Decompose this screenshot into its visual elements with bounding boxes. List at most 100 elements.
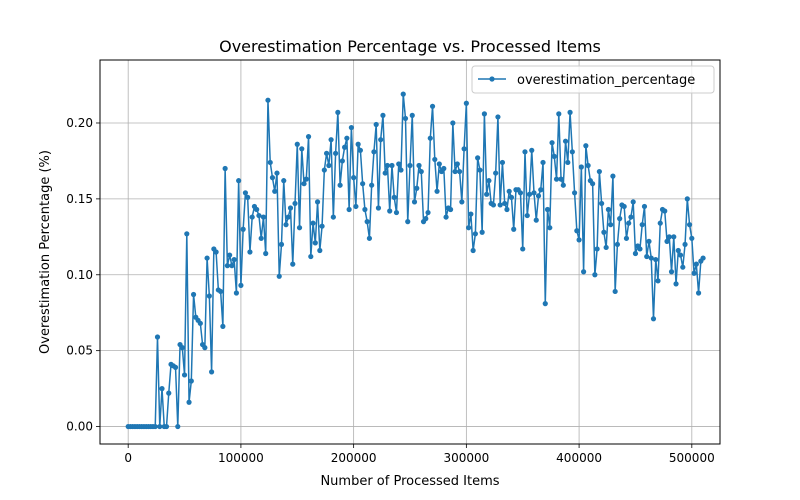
data-point: [472, 231, 478, 237]
data-point: [362, 206, 368, 213]
data-point: [274, 170, 280, 176]
data-point: [411, 199, 418, 205]
x-tick-label: 100000: [218, 451, 264, 465]
data-point: [402, 115, 409, 122]
y-tick-label: 0.15: [66, 192, 93, 206]
data-point: [461, 146, 467, 152]
data-point: [637, 246, 643, 252]
data-point: [366, 235, 373, 241]
data-point: [567, 109, 573, 115]
data-point: [299, 146, 305, 152]
data-point: [387, 208, 393, 214]
data-point: [531, 190, 537, 196]
data-point: [236, 178, 242, 184]
data-point: [594, 246, 600, 252]
data-point: [535, 193, 542, 199]
data-point: [319, 223, 325, 229]
data-point: [664, 238, 670, 244]
data-point: [578, 164, 584, 170]
data-point: [285, 214, 291, 220]
data-point: [369, 182, 375, 188]
data-point: [213, 249, 219, 255]
data-point: [657, 220, 663, 226]
chart-title: Overestimation Percentage vs. Processed …: [219, 37, 601, 56]
data-point: [375, 205, 382, 211]
data-point: [583, 143, 589, 149]
data-point: [558, 176, 564, 182]
data-point: [436, 161, 442, 167]
data-point: [245, 194, 251, 200]
data-point: [218, 288, 224, 295]
data-point: [396, 161, 402, 167]
data-point: [224, 263, 230, 269]
data-point: [484, 191, 490, 197]
data-point: [256, 212, 262, 219]
data-point: [152, 423, 158, 430]
data-point: [691, 270, 697, 276]
data-point: [175, 423, 181, 430]
data-point: [639, 222, 645, 228]
data-point: [330, 214, 336, 220]
data-point: [393, 209, 400, 216]
data-point: [301, 181, 307, 187]
data-point: [632, 250, 639, 257]
data-point: [490, 202, 497, 208]
data-point: [294, 141, 300, 147]
data-point: [610, 173, 616, 179]
data-point: [398, 167, 404, 173]
data-point: [646, 238, 652, 244]
data-point: [233, 290, 239, 296]
data-point: [601, 229, 607, 235]
data-point: [312, 240, 318, 246]
data-point: [547, 225, 553, 231]
data-point: [163, 423, 170, 430]
data-point: [260, 214, 267, 220]
data-point: [157, 423, 163, 430]
data-point: [384, 162, 391, 169]
data-point: [305, 134, 312, 140]
data-point: [686, 222, 693, 228]
data-point: [423, 216, 429, 222]
data-point: [689, 235, 695, 241]
data-point: [391, 194, 397, 200]
data-point: [499, 159, 506, 166]
data-point: [700, 255, 706, 261]
data-point: [551, 153, 557, 159]
data-point: [238, 282, 244, 288]
data-point: [522, 149, 528, 155]
data-point: [447, 206, 454, 213]
data-point: [188, 378, 194, 384]
data-point: [655, 278, 661, 284]
legend: overestimation_percentage: [471, 65, 715, 94]
data-point: [644, 253, 650, 260]
data-point: [328, 137, 334, 143]
data-point: [296, 225, 303, 231]
data-point: [653, 256, 659, 263]
data-point: [628, 214, 634, 220]
data-point: [511, 226, 517, 232]
data-point: [427, 135, 433, 141]
data-point: [346, 206, 352, 213]
data-point: [240, 226, 246, 232]
data-point: [418, 168, 424, 175]
data-point: [335, 109, 341, 115]
data-point: [326, 162, 332, 169]
data-point: [565, 159, 571, 166]
data-point: [693, 261, 699, 267]
data-point: [197, 320, 203, 326]
data-point: [227, 252, 233, 258]
data-point: [450, 120, 456, 126]
data-point: [202, 345, 208, 351]
data-point: [574, 228, 580, 234]
data-point: [190, 291, 197, 298]
data-point: [590, 181, 596, 187]
data-point: [481, 111, 487, 117]
x-tick-label: 200000: [331, 451, 377, 465]
data-point: [269, 175, 276, 181]
data-point: [517, 190, 524, 196]
data-point: [380, 112, 386, 118]
data-point: [671, 234, 677, 240]
data-point: [432, 156, 438, 163]
x-tick-label: 500000: [669, 451, 715, 465]
